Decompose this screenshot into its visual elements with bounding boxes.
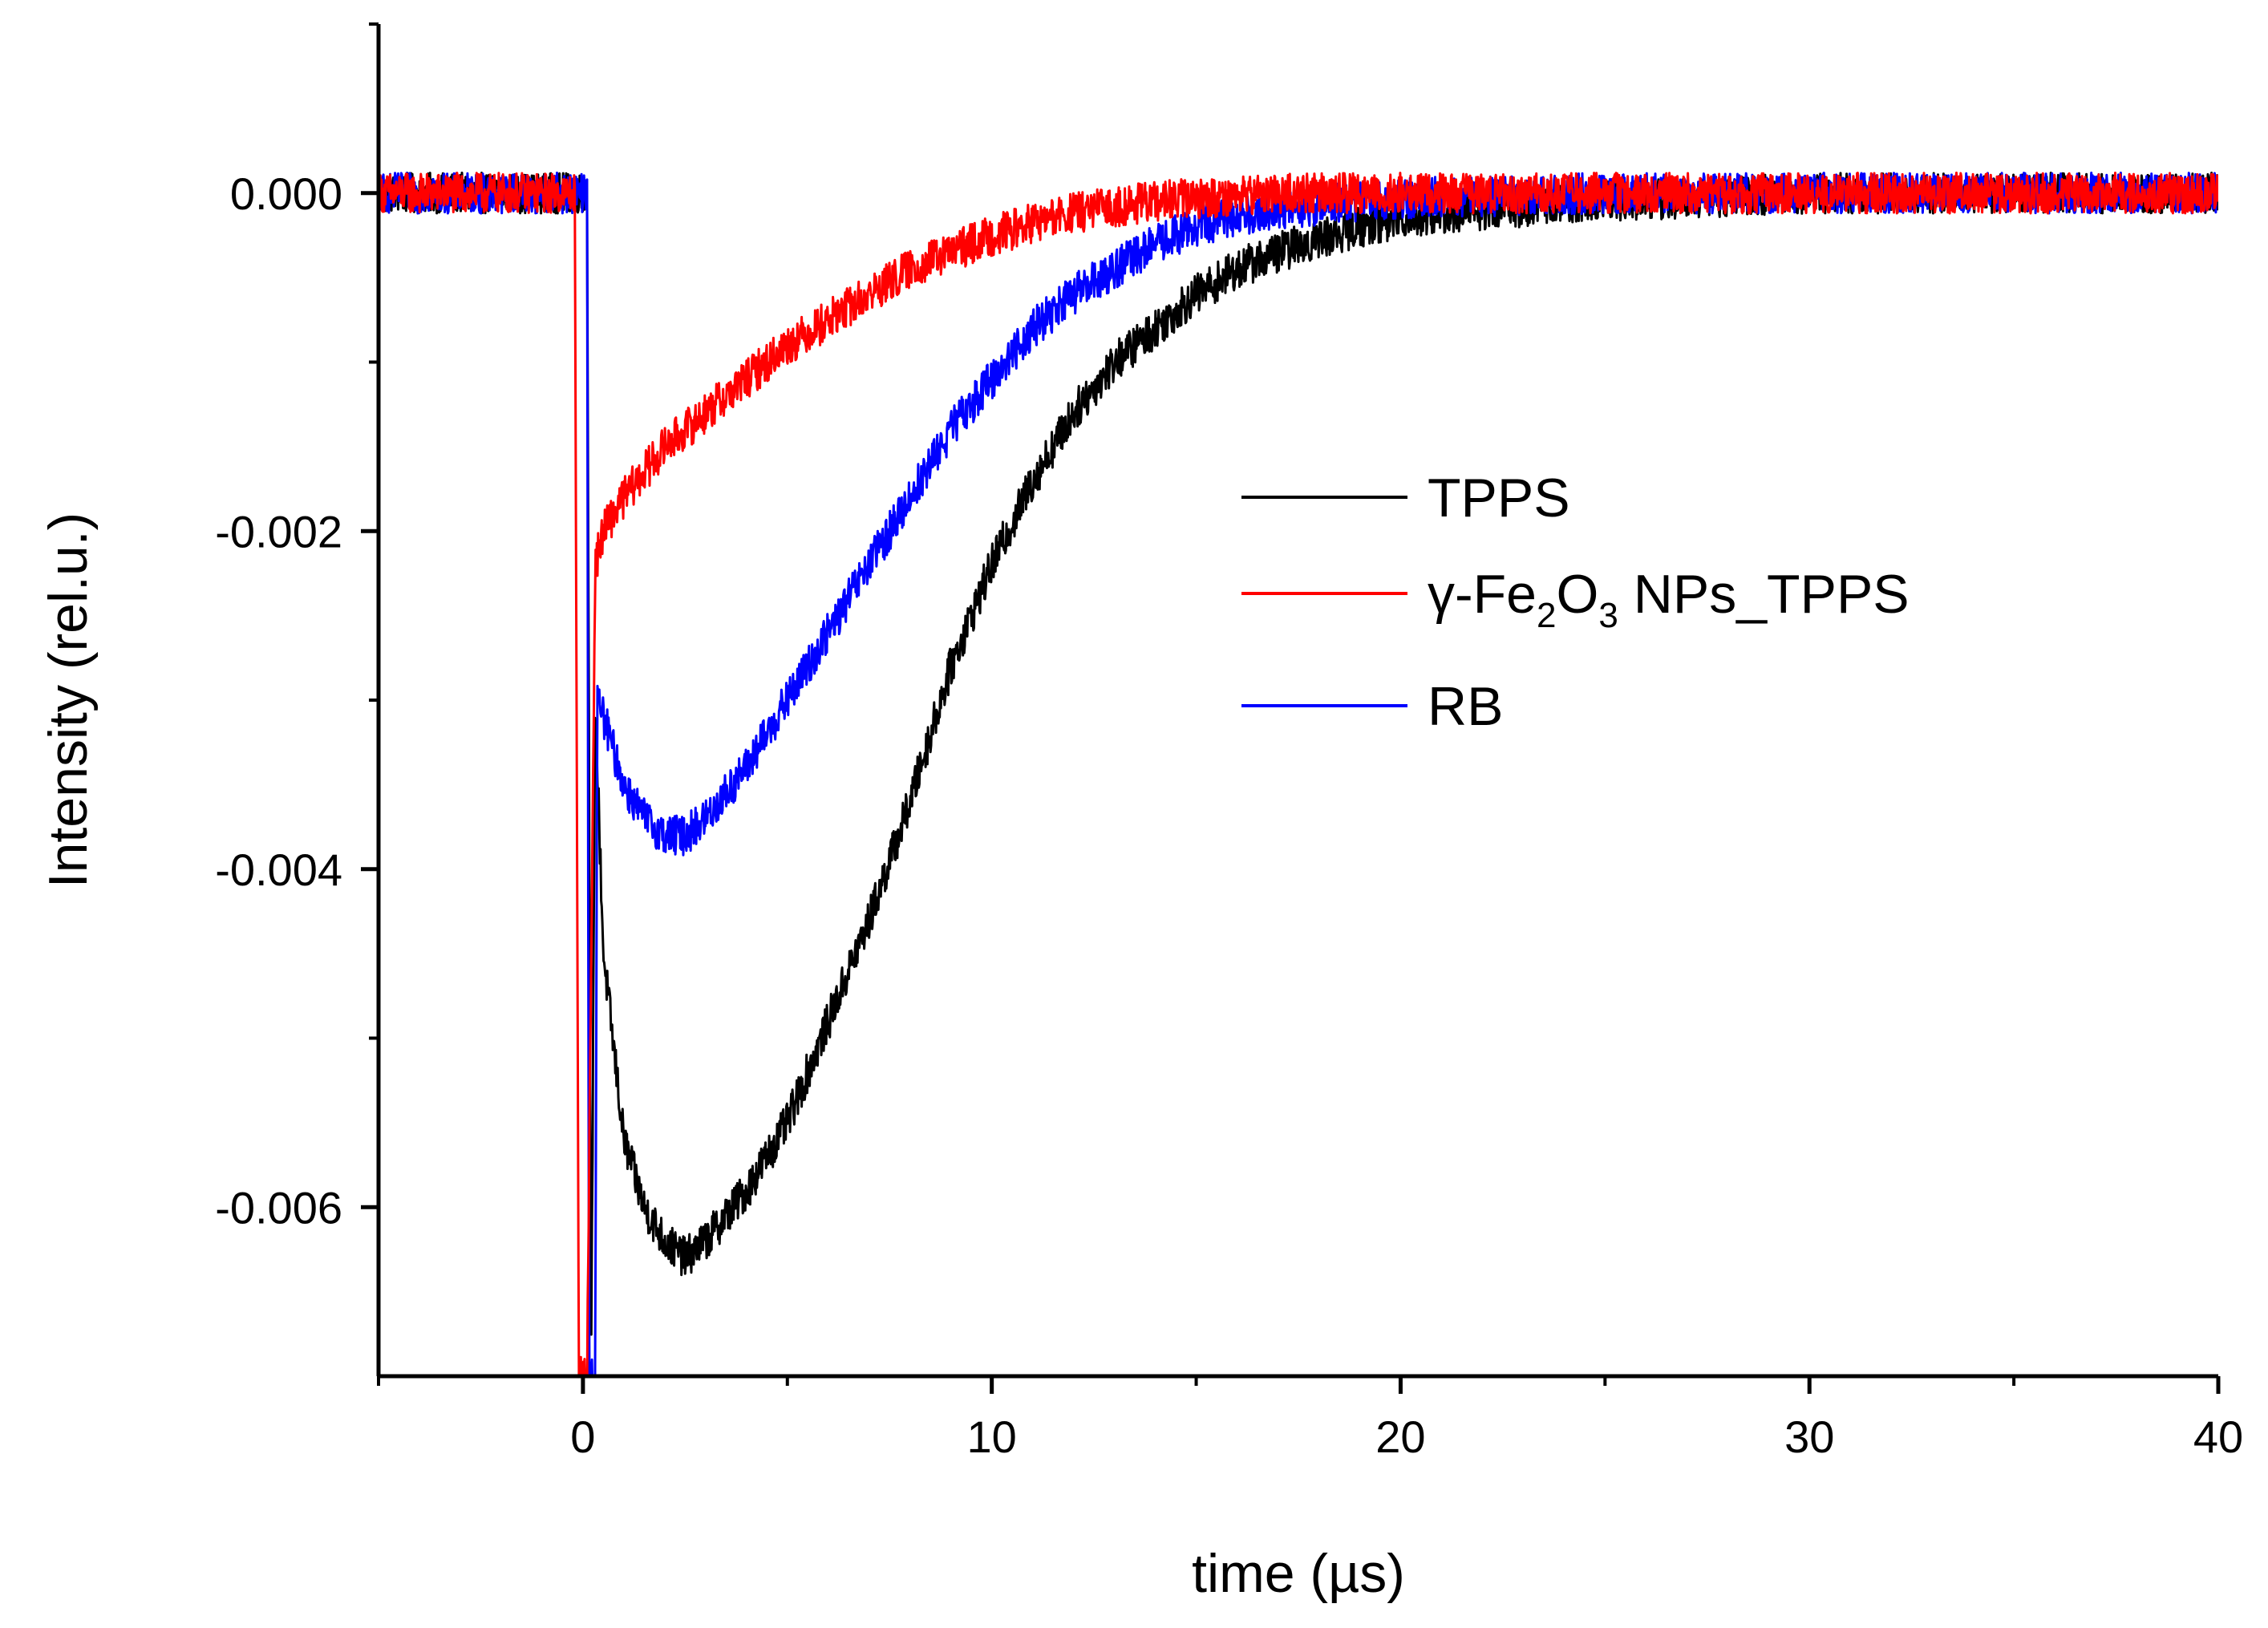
x-tick-label: 10 bbox=[967, 1411, 1017, 1462]
x-tick-label: 30 bbox=[1784, 1411, 1834, 1462]
x-tick-label: 0 bbox=[570, 1411, 595, 1462]
legend-label: TPPS bbox=[1428, 468, 1570, 528]
legend: TPPS γ-Fe2O3 NPs_TPPS RB bbox=[1241, 468, 1910, 737]
y-tick-label: 0.000 bbox=[230, 168, 342, 219]
y-axis-title: Intensity (rel.u.) bbox=[38, 512, 99, 889]
series-layer bbox=[379, 172, 2218, 1376]
y-tick-label: -0.002 bbox=[215, 506, 342, 557]
y-tick-label: -0.004 bbox=[215, 844, 342, 895]
legend-label: RB bbox=[1428, 676, 1503, 737]
x-axis-title: time (µs) bbox=[1192, 1543, 1405, 1604]
ticks: 0 10 20 30 40 0.000 -0.002 -0.004 -0.006 bbox=[215, 22, 2243, 1462]
series-line--fe2o3-nps-tpps bbox=[379, 172, 2218, 1376]
legend-label: γ-Fe2O3 NPs_TPPS bbox=[1428, 564, 1910, 635]
x-tick-label: 40 bbox=[2193, 1411, 2243, 1462]
x-tick-label: 20 bbox=[1375, 1411, 1425, 1462]
y-tick-label: -0.006 bbox=[215, 1182, 342, 1233]
